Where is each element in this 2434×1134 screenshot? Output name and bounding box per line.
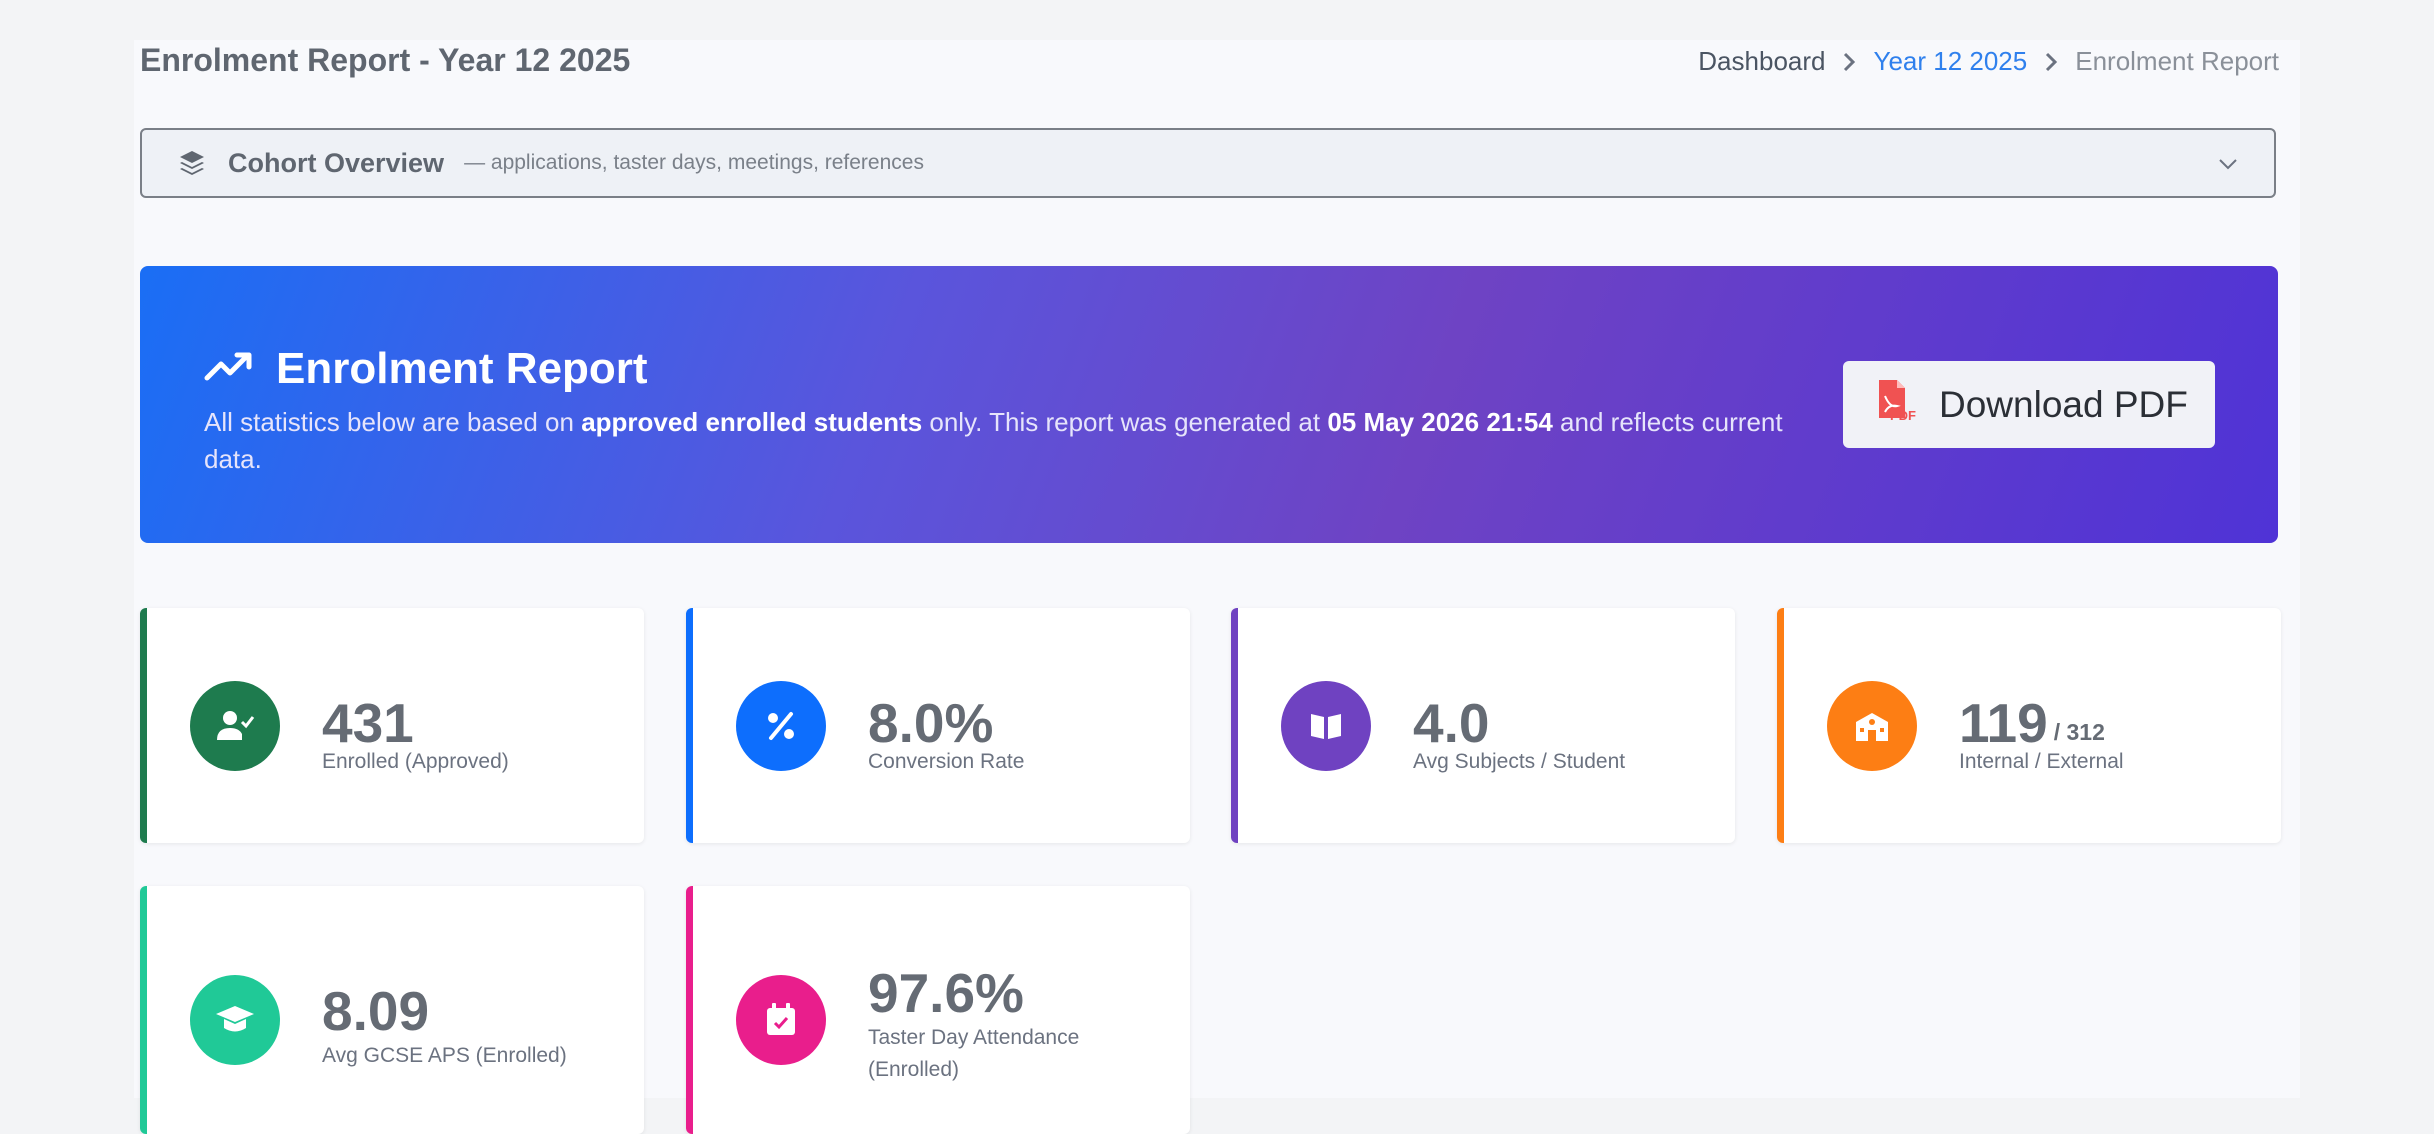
calendar-check-icon [736,975,826,1065]
cohort-title: Cohort Overview [228,147,445,178]
cohort-overview-toggle[interactable]: Cohort Overview — applications, taster d… [140,128,2276,198]
card-accent-bar [140,886,147,1134]
stat-card-internal-external: 119/ 312 Internal / External [1777,608,2281,843]
stat-card-gcse-aps: 8.09 Avg GCSE APS (Enrolled) [140,886,644,1134]
stat-value: 97.6% [868,962,1024,1024]
stat-label: Conversion Rate [868,750,1025,773]
school-icon [1827,681,1917,771]
stat-card-avg-subjects: 4.0 Avg Subjects / Student [1231,608,1735,843]
book-open-icon [1281,681,1371,771]
banner-title: Enrolment Report [276,344,648,393]
card-accent-bar [1777,608,1784,843]
user-check-icon [190,681,280,771]
breadcrumb: Dashboard Year 12 2025 Enrolment Report [1698,46,2279,77]
graduation-cap-icon [190,975,280,1065]
card-accent-bar [686,886,693,1134]
card-accent-bar [686,608,693,843]
banner-heading: Enrolment Report [204,344,648,394]
stat-card-enrolled: 431 Enrolled (Approved) [140,608,644,843]
card-accent-bar [140,608,147,843]
stat-card-conversion: 8.0% Conversion Rate [686,608,1190,843]
percent-icon [736,681,826,771]
banner-description: All statistics below are based on approv… [204,407,1783,474]
chevron-right-icon [2041,52,2061,72]
stat-value: 8.0% [868,692,994,754]
stat-total: / 312 [2053,718,2105,745]
breadcrumb-current: Enrolment Report [2075,46,2279,76]
stat-label: Taster Day Attendance (Enrolled) [868,1026,1080,1081]
chevron-right-icon [1839,52,1859,72]
stat-card-taster-attendance: 97.6% Taster Day Attendance (Enrolled) [686,886,1190,1134]
stat-label: Avg Subjects / Student [1413,750,1626,773]
stat-value: 119/ 312 [1959,692,2105,754]
breadcrumb-dashboard[interactable]: Dashboard [1698,46,1826,76]
page-title: Enrolment Report - Year 12 2025 [140,42,631,78]
download-pdf-button[interactable]: PDF Download PDF [1843,361,2215,448]
cohort-subtitle: — applications, taster days, meetings, r… [464,151,924,174]
chevron-down-icon [2216,152,2240,176]
layers-icon [178,148,208,178]
card-accent-bar [1231,608,1238,843]
report-banner: Enrolment Report All statistics below ar… [140,266,2278,543]
trending-up-icon [204,344,254,394]
stat-label: Avg GCSE APS (Enrolled) [322,1044,567,1067]
breadcrumb-year[interactable]: Year 12 2025 [1873,46,2028,76]
stat-label: Internal / External [1959,750,2124,773]
pdf-file-icon: PDF [1875,378,1917,431]
stat-value: 8.09 [322,980,430,1042]
stat-value: 4.0 [1413,692,1490,754]
svg-text:PDF: PDF [1890,408,1916,422]
download-pdf-label: Download PDF [1939,383,2188,425]
stat-label: Enrolled (Approved) [322,750,509,773]
stat-value: 431 [322,692,414,754]
